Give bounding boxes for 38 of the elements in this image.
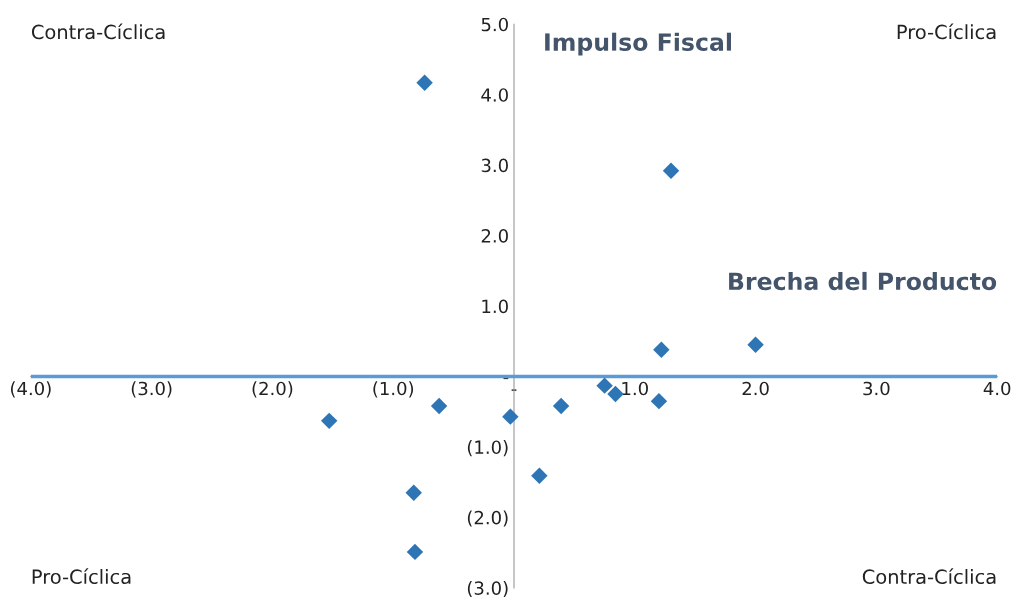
point [653, 341, 670, 358]
x-tick-label: - [511, 389, 517, 391]
point [406, 543, 424, 561]
point [596, 377, 613, 394]
x-tick-label: 3.0 [863, 381, 890, 396]
point [662, 162, 680, 179]
annotation: Contra-Cíclica [31, 23, 165, 40]
y-tick-label: (2.0) [467, 510, 508, 527]
annotation: Pro-Cíclica [897, 23, 996, 40]
x-tick-label: 2.0 [742, 381, 769, 396]
point [430, 397, 448, 415]
x-tick-label: (2.0) [252, 381, 293, 398]
x-tick-label: (3.0) [131, 381, 172, 398]
y-tick-label: 3.0 [481, 158, 508, 173]
point [416, 74, 433, 91]
y-axis-title: Impulso Fiscal [545, 32, 731, 56]
y-tick-label: 2.0 [481, 229, 508, 243]
point [502, 408, 519, 425]
point [650, 392, 668, 410]
y-tick-label: (3.0) [467, 580, 508, 598]
annotation: Contra-Cíclica [862, 568, 996, 585]
y-tick-label: - [503, 377, 509, 380]
x-tick-label: 1.0 [622, 381, 648, 396]
x-tick-label: (4.0) [10, 381, 51, 398]
point [405, 484, 422, 501]
point [552, 397, 570, 415]
point [607, 385, 624, 403]
point [531, 467, 548, 485]
y-tick-label: 1.0 [482, 299, 508, 314]
annotation: Pro-Cíclica [32, 568, 131, 585]
x-tick-label: 4.0 [983, 381, 1011, 396]
y-tick-label: 4.0 [481, 88, 508, 102]
point [747, 336, 764, 353]
x-axis-title: Brecha del Producto [729, 271, 997, 291]
point [320, 412, 338, 430]
x-tick-label: (1.0) [373, 381, 414, 398]
y-tick-label: (1.0) [467, 440, 508, 457]
y-tick-label: 5.0 [481, 17, 508, 32]
